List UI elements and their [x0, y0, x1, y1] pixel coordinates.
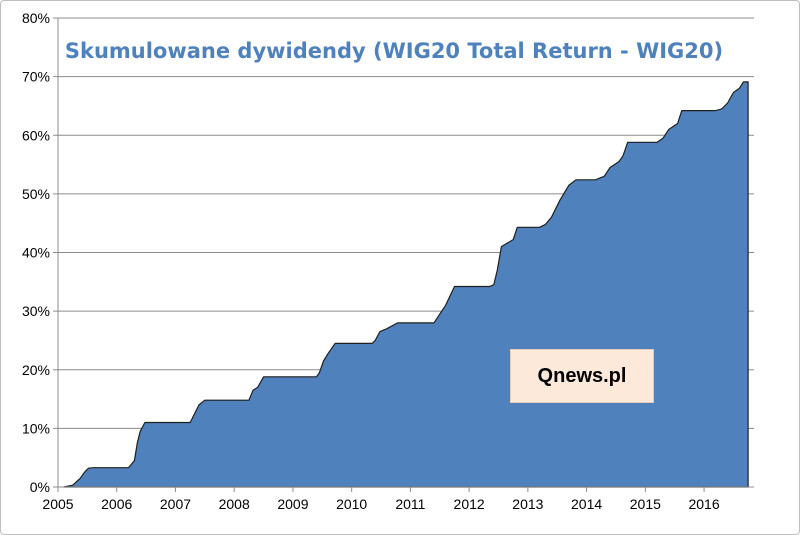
y-tick-label: 80%	[22, 10, 50, 26]
watermark-label: Qnews.pl	[510, 349, 654, 403]
y-tick-label: 20%	[22, 362, 50, 378]
x-tick-label: 2012	[454, 496, 485, 512]
y-tick-label: 40%	[22, 245, 50, 261]
y-tick-label: 60%	[22, 127, 50, 143]
y-tick-label: 0%	[30, 479, 50, 495]
x-tick-label: 2008	[219, 496, 250, 512]
plot-area	[63, 81, 749, 488]
x-tick-label: 2010	[336, 496, 367, 512]
y-tick-label: 10%	[22, 420, 50, 436]
x-axis: 2005 2006 2007 2008 2009 2010 2011 2012 2013 2014…	[42, 486, 754, 512]
x-tick-label: 2013	[512, 496, 543, 512]
x-tick-label: 2007	[160, 496, 191, 512]
chart-title: Skumulowane dywidendy (WIG20 Total Retur…	[65, 39, 723, 63]
x-tick-label: 2014	[571, 496, 602, 512]
x-tick-label: 2009	[277, 496, 308, 512]
y-axis: 0% 10% 20% 30% 40% 50% 60% 70% 80%	[22, 10, 59, 495]
x-tick-label: 2015	[630, 496, 661, 512]
x-tick-label: 2016	[688, 496, 719, 512]
x-tick-label: 2005	[42, 496, 73, 512]
x-tick-label: 2011	[395, 496, 425, 512]
x-tick-label: 2006	[101, 496, 132, 512]
area-series	[63, 81, 749, 488]
y-tick-label: 30%	[22, 303, 50, 319]
y-tick-label: 70%	[22, 69, 50, 85]
y-tick-label: 50%	[22, 186, 50, 202]
